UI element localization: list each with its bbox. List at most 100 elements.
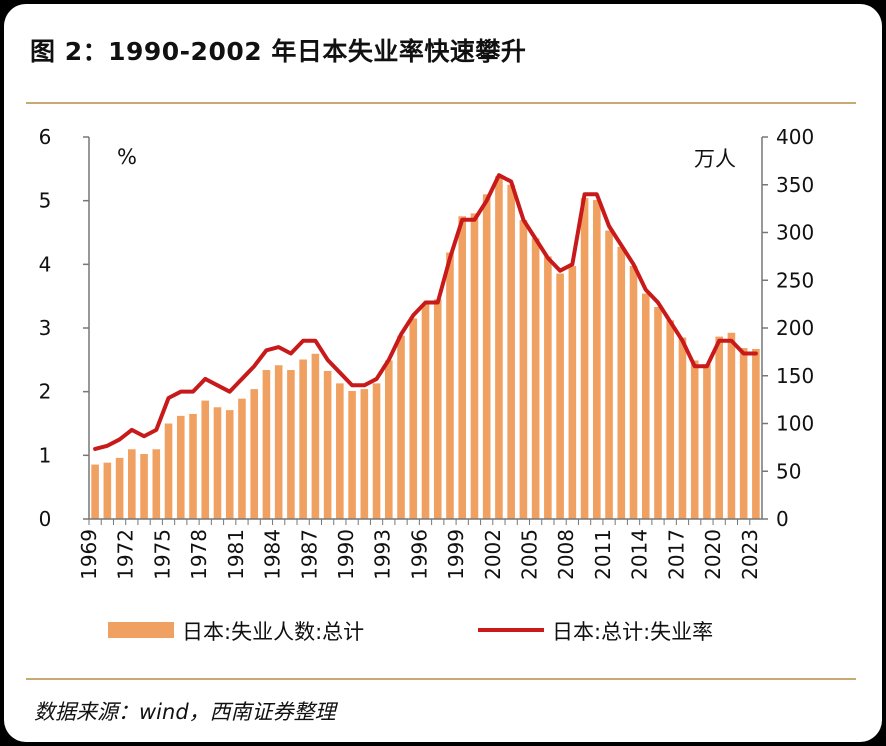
bar-2002 [495, 176, 503, 519]
x-tick-label: 1990 [334, 529, 358, 580]
bar-2000 [470, 213, 479, 519]
bar-1974 [152, 449, 161, 519]
bar-1995 [409, 318, 418, 519]
chart-card: 图 2：1990-2002 年日本失业率快速攀升 1969 1972 1975 197… [4, 4, 882, 742]
left-tick-label: 4 [39, 252, 52, 276]
title-divider [26, 102, 856, 104]
bar-2011 [605, 230, 613, 519]
legend-label-bar: 日本:失业人数:总计 [182, 620, 364, 644]
bar-1997 [433, 299, 442, 519]
x-tick-label: 2023 [738, 529, 762, 580]
bar-2018 [690, 360, 699, 519]
right-axis-tick-labels: 0 50 100 150 200 250 300 350 400 [776, 125, 814, 531]
left-tick-label: 6 [39, 125, 52, 149]
bar-2017 [678, 337, 687, 519]
bar-1988 [323, 370, 332, 519]
bar-2006 [544, 256, 552, 520]
bar-1989 [336, 383, 344, 519]
bar-2004 [519, 220, 528, 519]
x-tick-label: 2005 [518, 529, 542, 580]
bar-1987 [311, 353, 320, 519]
left-tick-label: 3 [39, 316, 52, 340]
right-tick-label: 150 [776, 364, 814, 388]
bar-1984 [274, 365, 283, 519]
left-axis-unit: % [117, 145, 137, 169]
bar-1973 [140, 454, 148, 519]
bar-2003 [507, 184, 515, 519]
right-tick-label: 100 [776, 412, 814, 436]
right-tick-label: 300 [776, 221, 814, 245]
legend-label-line: 日本:总计:失业率 [552, 620, 713, 644]
x-tick-label: 2017 [664, 529, 688, 580]
x-tick-label: 1978 [187, 529, 211, 580]
bar-2009 [580, 198, 589, 519]
bar-2013 [629, 265, 638, 519]
bar-2008 [568, 265, 577, 519]
bar-2016 [666, 320, 675, 519]
right-tick-label: 200 [776, 316, 814, 340]
left-tick-label: 5 [39, 189, 52, 213]
legend-swatch-bar [108, 622, 174, 638]
bar-1996 [421, 304, 430, 520]
bar-2012 [617, 246, 626, 519]
footer-divider [26, 678, 856, 680]
x-tick-label: 1993 [371, 529, 395, 580]
x-tick-label: 1969 [77, 529, 101, 580]
right-axis-unit: 万人 [694, 147, 736, 171]
bar-1994 [397, 335, 405, 519]
x-tick-label: 1999 [444, 529, 468, 580]
bar-1981 [238, 398, 246, 519]
right-tick-label: 0 [776, 507, 789, 531]
bar-2020 [715, 336, 723, 519]
bar-2005 [531, 238, 540, 520]
bar-1992 [372, 383, 381, 519]
bar-1975 [164, 423, 173, 519]
x-tick-label: 1987 [297, 529, 321, 580]
bar-1993 [385, 360, 393, 519]
chart-canvas: 1969 1972 1975 1978 1981 1984 1987 1990 1993 1996… [39, 125, 815, 644]
x-tick-label: 1975 [150, 529, 174, 580]
bar-1990 [348, 391, 356, 519]
bar-2019 [703, 364, 711, 519]
bar-2001 [482, 194, 491, 520]
x-tick-label: 2002 [481, 529, 505, 580]
bar-1979 [213, 407, 222, 519]
x-tick-label: 1984 [261, 529, 285, 580]
bar-2014 [641, 293, 650, 519]
bar-2007 [556, 273, 564, 519]
bar-1977 [189, 413, 197, 519]
left-tick-label: 2 [39, 380, 52, 404]
bar-1999 [458, 216, 467, 519]
x-tick-label: 2020 [701, 529, 725, 580]
bar-1969 [91, 464, 99, 519]
x-tick-label: 2011 [591, 529, 615, 580]
chart-title: 图 2：1990-2002 年日本失业率快速攀升 [30, 37, 527, 66]
bar-2010 [593, 200, 601, 519]
left-tick-label: 0 [39, 507, 52, 531]
left-axis-tick-labels: 0 1 2 3 4 5 6 [39, 125, 52, 531]
bar-2022 [739, 348, 748, 519]
bar-2021 [727, 332, 736, 519]
right-tick-label: 400 [776, 125, 814, 149]
legend: 日本:失业人数:总计 日本:总计:失业率 [108, 620, 713, 644]
x-tick-label: 1981 [224, 529, 248, 580]
bar-1976 [176, 415, 185, 519]
bar-1986 [299, 359, 307, 519]
bar-1983 [262, 370, 271, 519]
x-tick-label: 2014 [628, 529, 652, 580]
bar-series-unemployed [91, 176, 760, 520]
right-tick-label: 250 [776, 268, 814, 292]
bar-1972 [128, 449, 136, 519]
bar-1998 [446, 252, 454, 519]
x-tick-label: 1972 [114, 529, 138, 580]
bar-1982 [250, 389, 258, 519]
bar-1991 [360, 389, 369, 519]
left-tick-label: 1 [39, 443, 52, 467]
bar-1970 [103, 462, 112, 519]
chart-axes [83, 136, 768, 525]
x-axis-tick-labels: 1969 1972 1975 1978 1981 1984 1987 1990 1993 1996… [77, 529, 762, 580]
right-tick-label: 50 [776, 459, 801, 483]
bar-2015 [654, 306, 662, 519]
x-tick-label: 1996 [407, 529, 431, 580]
bar-1980 [225, 410, 234, 519]
